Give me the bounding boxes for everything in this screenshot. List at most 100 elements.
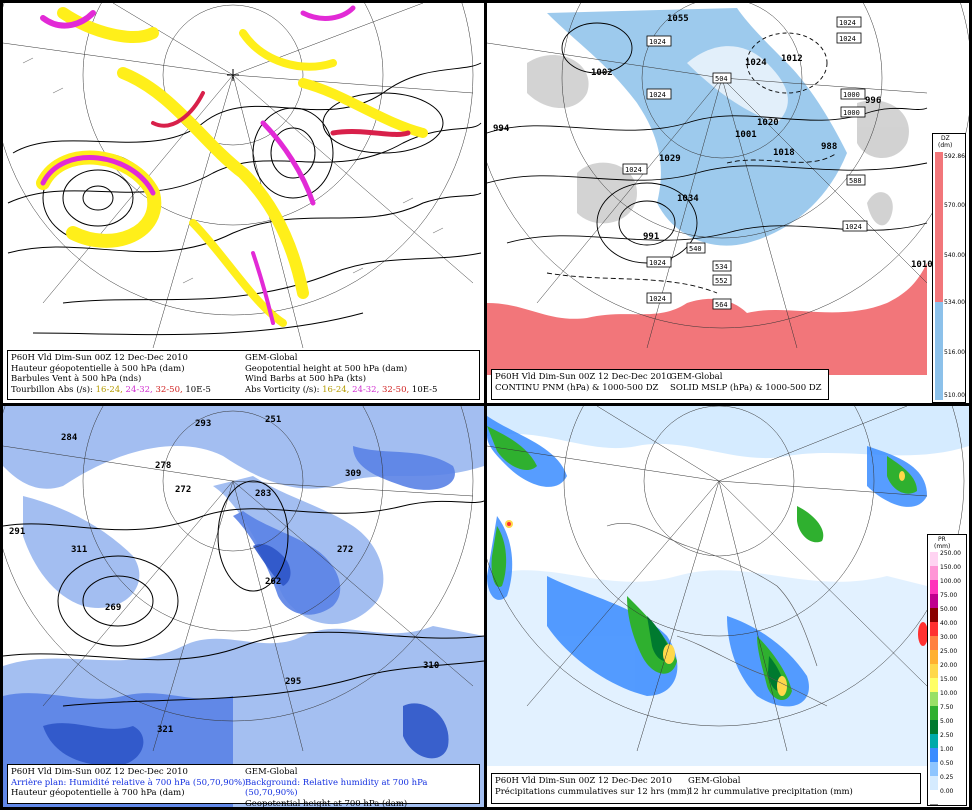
- precip-legend-tick: 30.00: [940, 634, 958, 641]
- legend-title-dz: DZ: [941, 135, 950, 142]
- precip-legend-swatch: [930, 566, 938, 581]
- label-h-1020: 1020: [757, 118, 779, 128]
- caption-height-en: Geopotential height at 500 hPa (dam): [245, 363, 408, 374]
- caption-vorticity-fr: Tourbillon Abs (/s): 16-24, 24-32, 32-50…: [11, 385, 211, 396]
- caption-valid-time: P60H Vld Dim-Sun 00Z 12 Dec-Dec 2010: [495, 372, 672, 382]
- precip-legend-tick: 20.00: [940, 662, 958, 669]
- legend-tick-0: 592.86: [944, 153, 965, 160]
- box-1000-a: 1000: [843, 91, 860, 99]
- caption-humidity-fr: Arrière plan: Humidité relative à 700 hP…: [11, 777, 246, 788]
- vort-unit: 10E-5: [185, 384, 211, 395]
- precip-legend-tick: 250.00: [940, 550, 961, 557]
- caption-wind-en: Wind Barbs at 500 hPa (kts): [245, 374, 367, 384]
- thickness-legend: DZ (dm) 592.86 570.00 540.00 534.00 516.…: [932, 133, 966, 403]
- label-h-1029: 1029: [659, 154, 681, 164]
- precip-legend-swatch: [930, 776, 938, 791]
- precip-legend-tick: 25.00: [940, 648, 958, 655]
- box-1024-f: 1024: [839, 35, 856, 43]
- precip-legend-swatch: [930, 636, 938, 651]
- label-h-311: 311: [71, 545, 87, 555]
- precip-legend-tick: 0.00: [940, 788, 954, 795]
- box-534: 534: [715, 263, 728, 271]
- vort-class-2: 24-32,: [125, 384, 153, 395]
- contour-value-boxes: 1024 1024 1024 1024 1024 1024 1024 1000 …: [622, 16, 868, 310]
- label-l-1018: 1018: [773, 148, 795, 158]
- box-564: 564: [715, 301, 728, 309]
- precip-legend-tick: 40.00: [940, 620, 958, 627]
- legend-tick-5: 510.00: [944, 392, 965, 399]
- label-l-291: 291: [9, 527, 25, 537]
- label-l-295: 295: [285, 677, 301, 687]
- label-l-996: 996: [865, 96, 881, 106]
- caption-wind-fr: Barbules Vent à 500 hPa (nds): [11, 374, 142, 384]
- panel-precipitation: PR (mm) 250.00 150.00 100.00 75.00 50.00 40.0…: [487, 406, 969, 807]
- precip-legend-swatch: [930, 762, 938, 777]
- legend-warm-swatch: [935, 152, 943, 302]
- caption-model: GEM-Global: [688, 776, 741, 786]
- caption-precip-fr: Précipitations cummulatives sur 12 hrs (…: [495, 786, 690, 797]
- vorticity-en-label: Abs Vorticity (/s):: [245, 384, 320, 395]
- precip-legend-tick: 0.50: [940, 760, 954, 767]
- caption-model: GEM-Global: [670, 372, 723, 382]
- vort-class-3: 32-50,: [155, 384, 183, 395]
- caption-box: P60H Vld Dim-Sun 00Z 12 Dec-Dec 2010 Pré…: [491, 773, 921, 804]
- vort-class-1: 16-24,: [95, 384, 123, 395]
- precip-legend-swatch: [930, 622, 938, 637]
- caption-english: GEM-Global Geopotential height at 500 hP…: [245, 353, 437, 395]
- caption-english: GEM-Global SOLID MSLP (hPa) & 1000-500 D…: [670, 372, 822, 393]
- panel-700hpa-humidity: 284 293 291 278 272 283 251 309 269 262 …: [3, 406, 484, 807]
- label-l-262: 262: [265, 577, 281, 587]
- label-l-272-a: 272: [175, 485, 191, 495]
- precip-legend-swatch: [930, 664, 938, 679]
- legend-title-unit: (mm): [934, 543, 951, 550]
- precip-legend: PR (mm) 250.00 150.00 100.00 75.00 50.00 40.0…: [927, 534, 967, 806]
- caption-height-fr: Hauteur géopotentielle à 700 hPa (dam): [11, 788, 185, 798]
- label-l-272-b: 272: [337, 545, 353, 555]
- label-h-1034: 1034: [677, 194, 699, 204]
- label-l-988: 988: [821, 142, 837, 152]
- caption-mslp-fr: CONTINU PNM (hPa) & 1000-500 DZ: [495, 382, 659, 393]
- box-588: 588: [849, 177, 862, 185]
- map-700hpa-humidity: 284 293 291 278 272 283 251 309 269 262 …: [3, 406, 484, 807]
- legend-tick-2: 540.00: [944, 252, 965, 259]
- precip-legend-swatch: [930, 734, 938, 749]
- precip-legend-swatch: [930, 580, 938, 595]
- label-l-309: 309: [345, 469, 361, 479]
- caption-box: P60H Vld Dim-Sun 00Z 12 Dec-Dec 2010 CON…: [491, 369, 829, 400]
- caption-box: P60H Vld Dim-Sun 00Z 12 Dec-Dec 2010 Hau…: [7, 350, 480, 400]
- map-500hpa-vorticity: [3, 3, 484, 403]
- vort-class-3-en: 32-50,: [381, 384, 410, 395]
- label-l-1002: 1002: [591, 68, 613, 78]
- label-h-1055: 1055: [667, 14, 689, 24]
- map-precipitation: [487, 406, 969, 807]
- caption-valid-time: P60H Vld Dim-Sun 00Z 12 Dec-Dec 2010: [11, 353, 188, 363]
- precip-legend-swatch: [930, 720, 938, 735]
- precip-legend-tick: 10.00: [940, 690, 958, 697]
- box-540: 540: [689, 245, 702, 253]
- caption-french: P60H Vld Dim-Sun 00Z 12 Dec-Dec 2010 Pré…: [495, 776, 690, 797]
- height-center-labels: 284 293 291 278 272 283 251 309 269 262 …: [9, 415, 439, 735]
- precip-legend-swatch: [930, 594, 938, 609]
- caption-humidity-en: Background: Relative humidity at 700 hPa…: [245, 777, 428, 799]
- caption-height-en: Geopotential height at 700 hPa (dam): [245, 798, 408, 808]
- precip-legend-tick: 15.00: [940, 676, 958, 683]
- precip-legend-swatch: [930, 608, 938, 623]
- box-1024-a: 1024: [649, 38, 666, 46]
- precip-legend-swatch: [930, 692, 938, 707]
- precip-legend-tick: 5.00: [940, 718, 954, 725]
- precip-legend-swatch: [930, 706, 938, 721]
- box-1024-d: 1024: [649, 259, 666, 267]
- label-l-251: 251: [265, 415, 281, 425]
- precip-legend-tick: 75.00: [940, 592, 958, 599]
- label-l-1012: 1012: [781, 54, 803, 64]
- box-1024-c: 1024: [625, 166, 642, 174]
- caption-model: GEM-Global: [245, 767, 298, 777]
- caption-precip-en: 12 hr cummulative precipitation (mm): [688, 786, 853, 797]
- vort-class-1-en: 16-24,: [322, 384, 350, 395]
- box-1000-b: 1000: [843, 109, 860, 117]
- caption-french: P60H Vld Dim-Sun 00Z 12 Dec-Dec 2010 CON…: [495, 372, 672, 393]
- label-h-1010: 1010: [911, 260, 933, 270]
- label-l-991: 991: [643, 232, 659, 242]
- label-h-1024-a: 1024: [745, 58, 767, 68]
